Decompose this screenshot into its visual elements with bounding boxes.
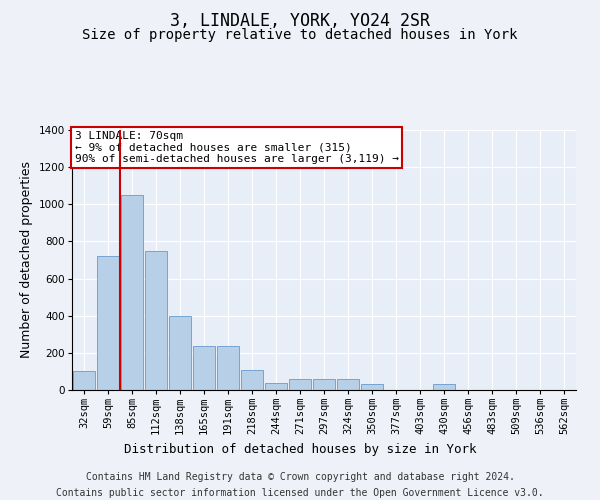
Bar — [169, 316, 191, 390]
Text: Contains public sector information licensed under the Open Government Licence v3: Contains public sector information licen… — [56, 488, 544, 498]
Text: 3 LINDALE: 70sqm
← 9% of detached houses are smaller (315)
90% of semi-detached : 3 LINDALE: 70sqm ← 9% of detached houses… — [74, 132, 398, 164]
Text: Contains HM Land Registry data © Crown copyright and database right 2024.: Contains HM Land Registry data © Crown c… — [86, 472, 514, 482]
Bar — [289, 379, 311, 390]
Text: Distribution of detached houses by size in York: Distribution of detached houses by size … — [124, 442, 476, 456]
Bar — [193, 346, 215, 390]
Bar — [361, 384, 383, 390]
Bar — [337, 379, 359, 390]
Bar — [313, 379, 335, 390]
Bar — [433, 384, 455, 390]
Y-axis label: Number of detached properties: Number of detached properties — [20, 162, 33, 358]
Bar — [217, 346, 239, 390]
Text: Size of property relative to detached houses in York: Size of property relative to detached ho… — [82, 28, 518, 42]
Bar — [73, 372, 95, 390]
Bar — [121, 195, 143, 390]
Bar — [265, 382, 287, 390]
Bar — [97, 256, 119, 390]
Text: 3, LINDALE, YORK, YO24 2SR: 3, LINDALE, YORK, YO24 2SR — [170, 12, 430, 30]
Bar — [241, 370, 263, 390]
Bar — [145, 250, 167, 390]
